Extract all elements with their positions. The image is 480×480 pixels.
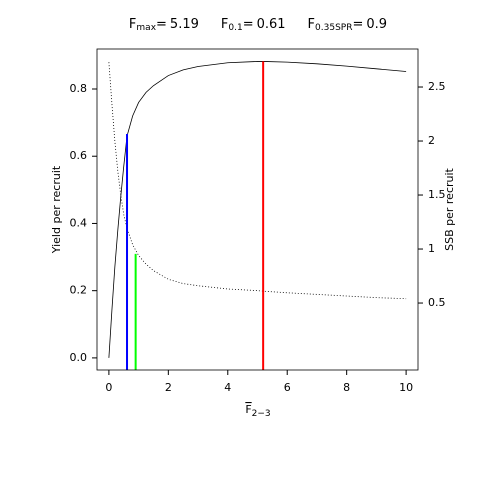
chart-title: Fmax= 5.19 F0.1= 0.61 F0.35SPR= 0.9: [129, 17, 387, 33]
y2-tick-label: 1.5: [428, 188, 446, 201]
x-tick-label: 10: [399, 381, 413, 394]
title-subscript: max: [136, 23, 156, 33]
title-symbol: F: [129, 17, 136, 32]
title-relation: =: [352, 17, 363, 32]
x-label-subscript: 2−3: [252, 409, 271, 419]
y-tick-label: 0.8: [70, 82, 88, 95]
y2-axis-label: SSB per recruit: [443, 167, 456, 250]
title-symbol: F: [221, 17, 228, 32]
x-label-symbol: F: [245, 403, 251, 416]
x-tick-label: 4: [224, 381, 231, 394]
data-line: [108, 62, 407, 300]
plot-frame: [96, 48, 419, 371]
x-tick-label: 0: [105, 381, 112, 394]
x-tick-label: 6: [284, 381, 291, 394]
title-subscript: 0.35SPR: [315, 23, 352, 33]
y-tick-label: 0.2: [70, 284, 88, 297]
title-value: 0.61: [257, 17, 286, 32]
title-symbol: F: [308, 17, 315, 32]
title-relation: =: [156, 17, 167, 32]
title-value: 0.9: [366, 17, 387, 32]
y-tick-label: 0.0: [70, 351, 88, 364]
y2-tick-label: 2.5: [428, 80, 446, 93]
y-tick-label: 0.4: [70, 216, 88, 229]
data-line: [108, 61, 407, 358]
y2-tick-label: 1: [428, 242, 435, 255]
x-axis-label: F2−3: [245, 403, 270, 419]
y2-tick-label: 2: [428, 134, 435, 147]
x-tick-label: 8: [343, 381, 350, 394]
title-value: 5.19: [170, 17, 199, 32]
title-subscript: 0.1: [228, 23, 242, 33]
y-axis-label: Yield per recruit: [50, 165, 63, 254]
y2-tick-label: 0.5: [428, 296, 446, 309]
y-tick-label: 0.6: [70, 149, 88, 162]
x-tick-label: 2: [165, 381, 172, 394]
title-relation: =: [243, 17, 254, 32]
